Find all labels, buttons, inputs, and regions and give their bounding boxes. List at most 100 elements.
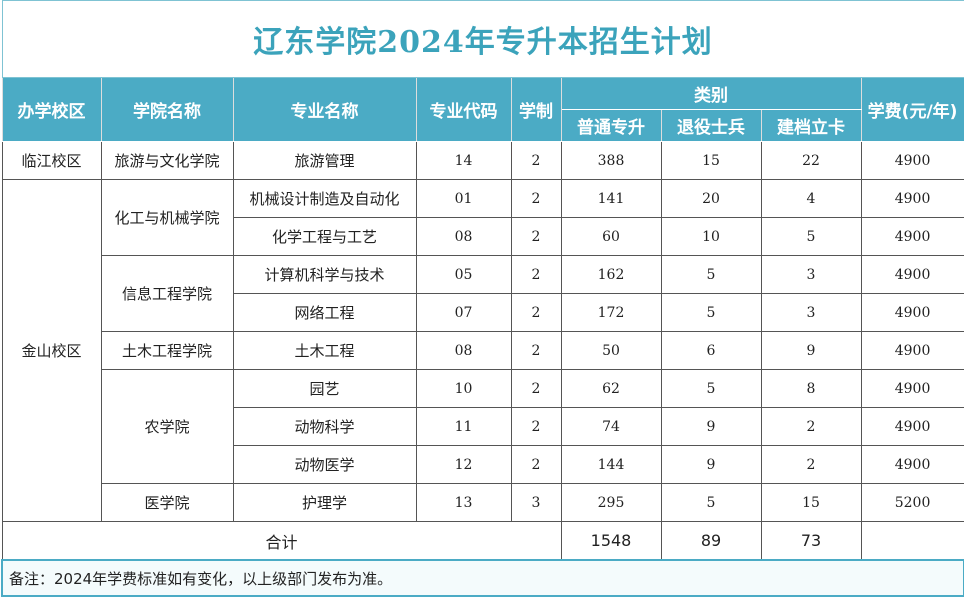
regular-cell: 388 bbox=[560, 141, 662, 180]
title-row: 辽东学院2024年专升本招生计划 bbox=[1, 0, 964, 78]
major-cell: 土木工程 bbox=[232, 331, 417, 370]
major-cell: 机械设计制造及自动化 bbox=[232, 179, 417, 218]
fee-cell: 4900 bbox=[860, 217, 964, 256]
fee-cell: 4900 bbox=[860, 255, 964, 294]
veteran-cell: 9 bbox=[660, 407, 762, 446]
note-row: 备注：2024年学费标准如有变化，以上级部门发布为准。 bbox=[0, 559, 964, 597]
code-cell: 07 bbox=[415, 293, 512, 332]
fee-cell: 4900 bbox=[860, 179, 964, 218]
years-cell: 2 bbox=[510, 217, 562, 256]
major-cell: 动物科学 bbox=[232, 407, 417, 446]
veteran-cell: 5 bbox=[660, 293, 762, 332]
fee-cell: 4900 bbox=[860, 293, 964, 332]
data-row: 动物医学 12 2 144 9 2 4900 bbox=[2, 445, 964, 484]
title: 辽东学院2024年专升本招生计划 bbox=[1, 0, 964, 78]
header-cell: 办学校区 bbox=[1, 77, 102, 142]
poverty-cell: 8 bbox=[760, 369, 862, 408]
college-cell: 农学院 bbox=[100, 369, 234, 484]
total-poverty: 73 bbox=[760, 521, 862, 561]
fee-cell: 4900 bbox=[860, 369, 964, 408]
years-cell: 2 bbox=[510, 179, 562, 218]
years-cell: 2 bbox=[510, 255, 562, 294]
college-cell: 医学院 bbox=[100, 483, 234, 522]
total-row: 合计 1548 89 73 bbox=[1, 521, 964, 561]
note: 备注：2024年学费标准如有变化，以上级部门发布为准。 bbox=[0, 559, 964, 597]
code-cell: 01 bbox=[415, 179, 512, 218]
fee-cell: 5200 bbox=[860, 483, 964, 522]
years-cell: 3 bbox=[510, 483, 562, 522]
header-cell: 普通专升 bbox=[560, 109, 662, 142]
data-row: 动物科学 11 2 74 9 2 4900 bbox=[2, 407, 964, 446]
fee-cell: 4900 bbox=[860, 141, 964, 180]
header-cell: 建档立卡 bbox=[760, 109, 862, 142]
code-cell: 05 bbox=[415, 255, 512, 294]
data-row: 网络工程 07 2 172 5 3 4900 bbox=[2, 293, 964, 332]
data-row: 信息工程学院 计算机科学与技术 05 2 162 5 3 4900 bbox=[2, 255, 964, 332]
code-cell: 13 bbox=[415, 483, 512, 522]
data-row: 化学工程与工艺 08 2 60 10 5 4900 bbox=[2, 217, 964, 256]
poverty-cell: 9 bbox=[760, 331, 862, 370]
regular-cell: 62 bbox=[560, 369, 662, 408]
poverty-cell: 15 bbox=[760, 483, 862, 522]
header-row: 办学校区 学院名称 专业名称 专业代码 学制 类别 学费(元/年) bbox=[1, 77, 964, 142]
years-cell: 2 bbox=[510, 141, 562, 180]
poverty-cell: 3 bbox=[760, 255, 862, 294]
header-cell: 学费(元/年) bbox=[860, 77, 964, 142]
college-cell: 旅游与文化学院 bbox=[100, 141, 234, 180]
veteran-cell: 20 bbox=[660, 179, 762, 218]
years-cell: 2 bbox=[510, 445, 562, 484]
major-cell: 旅游管理 bbox=[232, 141, 417, 180]
poverty-cell: 22 bbox=[760, 141, 862, 180]
data-row: 金山校区 化工与机械学院 机械设计制造及自动化 01 2 141 20 4 4900 bbox=[1, 179, 964, 522]
fee-cell: 4900 bbox=[860, 407, 964, 446]
veteran-cell: 9 bbox=[660, 445, 762, 484]
poverty-cell: 4 bbox=[760, 179, 862, 218]
poverty-cell: 5 bbox=[760, 217, 862, 256]
major-cell: 化学工程与工艺 bbox=[232, 217, 417, 256]
veteran-cell: 15 bbox=[660, 141, 762, 180]
header-row: 普通专升 退役士兵 建档立卡 bbox=[2, 109, 964, 142]
years-cell: 2 bbox=[510, 331, 562, 370]
veteran-cell: 10 bbox=[660, 217, 762, 256]
total-fee-empty bbox=[860, 521, 964, 561]
code-cell: 08 bbox=[415, 217, 512, 256]
total-veteran: 89 bbox=[660, 521, 762, 561]
regular-cell: 144 bbox=[560, 445, 662, 484]
header-cell: 学院名称 bbox=[100, 77, 234, 142]
poverty-cell: 3 bbox=[760, 293, 862, 332]
major-cell: 计算机科学与技术 bbox=[232, 255, 417, 294]
total-label: 合计 bbox=[1, 521, 562, 561]
code-cell: 11 bbox=[415, 407, 512, 446]
regular-cell: 162 bbox=[560, 255, 662, 294]
poverty-cell: 2 bbox=[760, 407, 862, 446]
fee-cell: 4900 bbox=[860, 331, 964, 370]
major-cell: 园艺 bbox=[232, 369, 417, 408]
major-cell: 护理学 bbox=[232, 483, 417, 522]
data-row: 土木工程学院 土木工程 08 2 50 6 9 4900 bbox=[2, 331, 964, 370]
regular-cell: 172 bbox=[560, 293, 662, 332]
code-cell: 10 bbox=[415, 369, 512, 408]
header-cell: 学制 bbox=[510, 77, 562, 142]
years-cell: 2 bbox=[510, 407, 562, 446]
code-cell: 14 bbox=[415, 141, 512, 180]
header-cell: 退役士兵 bbox=[660, 109, 762, 142]
header-cell: 专业名称 bbox=[232, 77, 417, 142]
regular-cell: 50 bbox=[560, 331, 662, 370]
college-cell: 土木工程学院 bbox=[100, 331, 234, 370]
data-row: 农学院 园艺 10 2 62 5 8 4900 bbox=[2, 369, 964, 484]
major-cell: 动物医学 bbox=[232, 445, 417, 484]
code-cell: 08 bbox=[415, 331, 512, 370]
veteran-cell: 5 bbox=[660, 255, 762, 294]
regular-cell: 60 bbox=[560, 217, 662, 256]
veteran-cell: 6 bbox=[660, 331, 762, 370]
regular-cell: 295 bbox=[560, 483, 662, 522]
campus-cell: 金山校区 bbox=[1, 179, 102, 522]
college-cell: 化工与机械学院 bbox=[100, 179, 234, 256]
header-cell: 专业代码 bbox=[415, 77, 512, 142]
data-row: 临江校区 旅游与文化学院 旅游管理 14 2 388 15 22 4900 bbox=[1, 141, 964, 180]
data-row: 医学院 护理学 13 3 295 5 15 5200 bbox=[2, 483, 964, 522]
veteran-cell: 5 bbox=[660, 483, 762, 522]
